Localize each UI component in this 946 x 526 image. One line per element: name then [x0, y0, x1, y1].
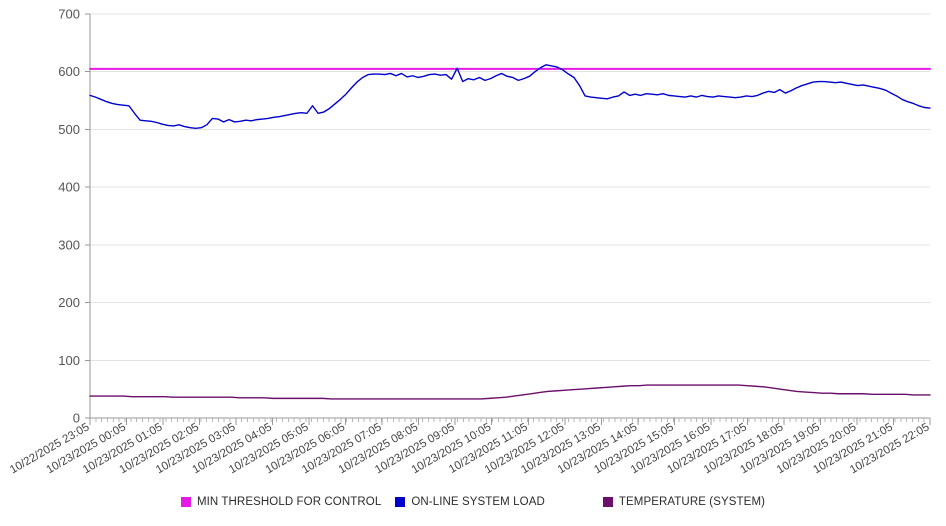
y-axis-tick-label: 100	[58, 353, 80, 368]
y-axis-tick-label: 300	[58, 237, 80, 252]
chart-legend: MIN THRESHOLD FOR CONTROL ON-LINE SYSTEM…	[0, 496, 946, 508]
series-line-temperature-system	[89, 384, 931, 400]
y-axis-tick-label: 0	[73, 411, 80, 426]
legend-label-2: TEMPERATURE (SYSTEM)	[618, 496, 766, 508]
series-line-on-line-system-load	[89, 64, 931, 129]
legend-swatch-icon-2	[602, 497, 613, 507]
legend-item-temperature-system[interactable]: TEMPERATURE (SYSTEM)	[602, 496, 766, 508]
legend-swatch-icon-1	[395, 497, 406, 507]
y-axis-tick-label: 200	[58, 295, 80, 310]
y-axis-tick-label: 700	[58, 7, 80, 22]
y-axis-tick-label: 600	[58, 64, 80, 79]
legend-item-min-threshold-for-control[interactable]: MIN THRESHOLD FOR CONTROL	[180, 496, 382, 508]
legend-label-0: MIN THRESHOLD FOR CONTROL	[196, 496, 382, 508]
y-axis-tick-label: 400	[58, 180, 80, 195]
legend-swatch-icon-0	[180, 497, 191, 507]
legend-item-on-line-system-load[interactable]: ON-LINE SYSTEM LOAD	[395, 496, 545, 508]
legend-label-1: ON-LINE SYSTEM LOAD	[411, 496, 545, 508]
y-axis-tick-label: 500	[58, 122, 80, 137]
